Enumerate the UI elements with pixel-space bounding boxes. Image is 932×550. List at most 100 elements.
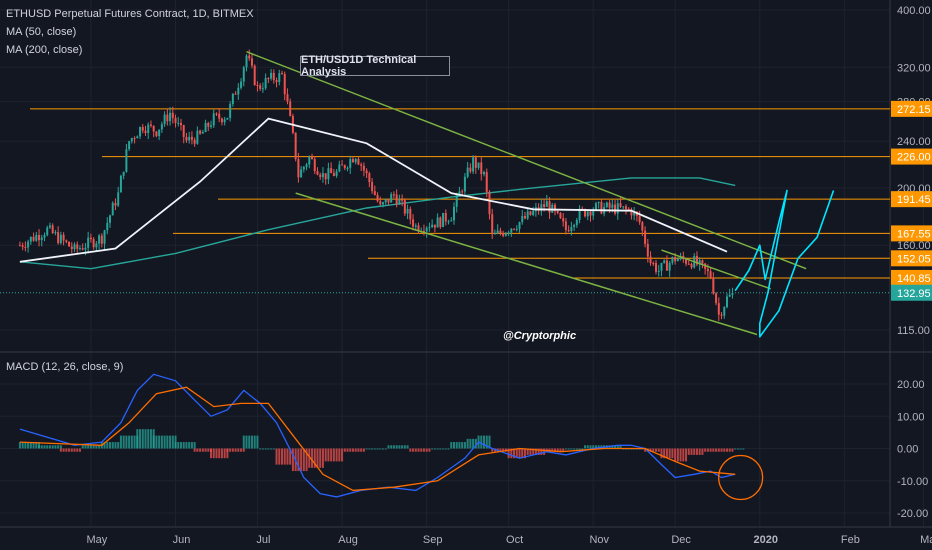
candle-body [431, 224, 434, 228]
histogram-bar [103, 442, 106, 449]
histogram-bar [712, 448, 715, 452]
candle-body [128, 141, 131, 150]
candle-body [540, 204, 543, 212]
candle-body [65, 240, 68, 242]
candle-body [302, 166, 305, 170]
level-label-bg [891, 269, 932, 286]
level-label-bg [891, 225, 932, 242]
candle-body [111, 202, 114, 216]
candle-body [152, 125, 155, 132]
candle-body [193, 139, 196, 144]
histogram-bar [57, 445, 60, 449]
histogram-bar [540, 448, 543, 455]
candle-body [100, 235, 103, 244]
histogram-bar [676, 448, 679, 462]
candle-body [321, 173, 324, 178]
candle-body [68, 241, 71, 247]
candle-body [382, 202, 385, 205]
candle-body [117, 192, 120, 206]
candle-body [452, 206, 455, 221]
candle-body [630, 209, 633, 216]
candle-body [652, 263, 655, 265]
histogram-bar [534, 448, 537, 455]
histogram-bar [114, 442, 117, 449]
histogram-bar [515, 448, 518, 459]
candle-body [395, 194, 398, 205]
candle-body [327, 168, 330, 180]
histogram-bar [98, 445, 101, 449]
histogram-bar [439, 448, 442, 450]
histogram-bar [425, 448, 428, 452]
candle-body [188, 136, 191, 141]
candle-body [469, 167, 472, 172]
histogram-bar [665, 448, 668, 459]
histogram-bar [169, 435, 172, 449]
histogram-bar [193, 442, 196, 449]
candle-body [237, 87, 240, 95]
candle-body [567, 230, 570, 232]
candle-body [433, 224, 436, 228]
candle-body [29, 236, 32, 242]
histogram-bar [48, 445, 51, 449]
histogram-bar [188, 442, 191, 449]
time-tick-label: Dec [671, 534, 691, 546]
histogram-bar [272, 448, 275, 450]
time-tick-label: Oct [506, 534, 523, 546]
histogram-bar [182, 442, 185, 449]
histogram-bar [586, 445, 589, 449]
histogram-bar [59, 445, 62, 449]
candle-body [169, 112, 172, 122]
candle-body [491, 214, 494, 235]
candle-body [286, 94, 289, 102]
candle-body [335, 171, 338, 176]
candle-body [139, 127, 142, 137]
candle-body [586, 211, 589, 217]
candle-body [515, 228, 518, 230]
candle-body [600, 201, 603, 214]
histogram-bar [95, 445, 98, 449]
candle-body [182, 125, 185, 137]
histogram-bar [174, 442, 177, 449]
histogram-bar [611, 445, 614, 449]
histogram-bar [51, 445, 54, 449]
histogram-bar [152, 435, 155, 449]
histogram-bar [422, 448, 425, 452]
histogram-bar [452, 442, 455, 449]
histogram-bar [253, 435, 256, 449]
candle-body [242, 67, 245, 82]
histogram-bar [43, 445, 46, 449]
histogram-bar [371, 448, 374, 450]
candle-body [384, 199, 387, 203]
histogram-bar [455, 442, 458, 449]
candle-body [390, 194, 393, 203]
candle-body [499, 230, 502, 234]
projection-path [734, 189, 835, 338]
histogram-bar [401, 445, 404, 449]
histogram-bar [193, 448, 196, 452]
histogram-bar [286, 448, 289, 465]
histogram-bar [24, 442, 27, 449]
candle-body [319, 174, 322, 178]
histogram-bar [660, 448, 663, 459]
histogram-bar [237, 448, 240, 452]
candle-body [338, 164, 341, 172]
candle-body [18, 245, 21, 247]
candle-body [289, 101, 292, 116]
candle-body [706, 268, 709, 272]
candle-body [379, 201, 382, 205]
histogram-bar [387, 445, 390, 449]
candle-body [308, 156, 311, 165]
histogram-bar [573, 448, 576, 450]
candle-body [616, 203, 619, 214]
ma200-line [19, 177, 736, 270]
candle-body [458, 191, 461, 195]
histogram-bar [291, 448, 294, 472]
candle-body [81, 248, 84, 250]
macd-tick-label: 0.00 [897, 444, 918, 456]
level-label-bg [891, 100, 932, 117]
candle-body [62, 234, 65, 241]
symbol-legend: ETHUSD Perpetual Futures Contract, 1D, B… [6, 8, 254, 20]
candle-body [529, 211, 532, 215]
histogram-bar [245, 435, 248, 449]
